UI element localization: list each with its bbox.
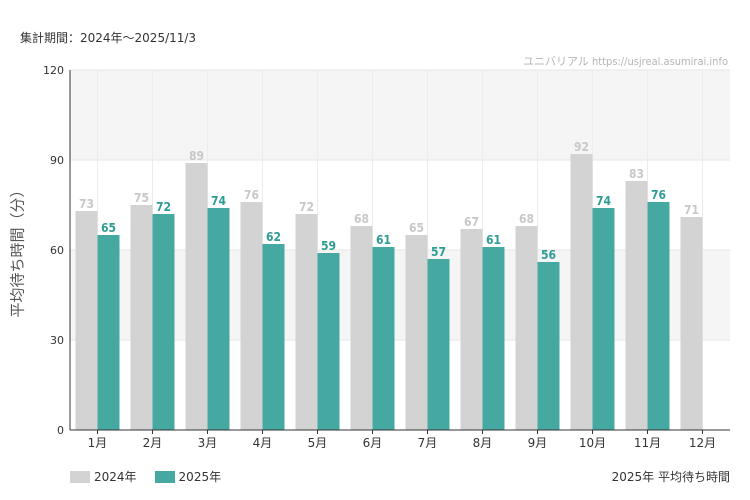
- bar-2024年-11月: [625, 181, 648, 430]
- data-label: 72: [299, 200, 314, 214]
- legend-label-2024: 2024年: [94, 470, 137, 484]
- x-tick-label: 4月: [253, 436, 273, 450]
- bar-2024年-7月: [405, 235, 428, 430]
- period-label: 集計期間：2024年〜2025/11/3: [20, 31, 197, 45]
- data-label: 83: [629, 167, 644, 181]
- data-label: 57: [431, 245, 446, 259]
- bar-2024年-12月: [680, 217, 703, 430]
- bar-2025年-9月: [537, 262, 560, 430]
- legend: 2024年 2025年: [70, 468, 239, 485]
- y-tick-label: 90: [50, 154, 64, 167]
- x-tick-label: 12月: [689, 436, 716, 450]
- bar-2025年-4月: [262, 244, 285, 430]
- bar-2025年-8月: [482, 247, 505, 430]
- data-label: 61: [376, 233, 391, 247]
- x-tick-label: 6月: [363, 436, 383, 450]
- data-label: 73: [79, 197, 94, 211]
- bar-2024年-5月: [295, 214, 318, 430]
- bar-2025年-1月: [97, 235, 120, 430]
- data-label: 67: [464, 215, 479, 229]
- data-label: 76: [651, 188, 666, 202]
- legend-swatch-2024: [70, 470, 90, 483]
- bar-2025年-7月: [427, 259, 450, 430]
- x-tick-label: 2月: [143, 436, 163, 450]
- y-tick-label: 120: [43, 64, 64, 77]
- bar-2025年-10月: [592, 208, 615, 430]
- bar-2024年-2月: [130, 205, 153, 430]
- legend-label-2025: 2025年: [178, 470, 222, 484]
- data-label: 92: [574, 140, 589, 154]
- x-tick-label: 11月: [634, 436, 661, 450]
- bar-2025年-6月: [372, 247, 395, 430]
- y-tick-label: 60: [50, 244, 64, 257]
- legend-item-2025[interactable]: 2025年: [154, 468, 222, 485]
- data-label: 74: [211, 194, 227, 208]
- x-tick-label: 7月: [418, 436, 438, 450]
- data-label: 68: [354, 212, 369, 226]
- x-tick-label: 3月: [198, 436, 218, 450]
- data-label: 59: [321, 239, 336, 253]
- bar-2025年-2月: [152, 214, 175, 430]
- data-label: 56: [541, 248, 556, 262]
- data-label: 62: [266, 230, 281, 244]
- bar-2025年-5月: [317, 253, 340, 430]
- x-tick-label: 8月: [473, 436, 493, 450]
- watermark: ユニバリアル https://usjreal.asumirai.info: [522, 55, 728, 68]
- bar-2024年-10月: [570, 154, 593, 430]
- data-label: 75: [134, 191, 149, 205]
- y-tick-label: 0: [57, 424, 64, 437]
- data-label: 76: [244, 188, 259, 202]
- data-label: 65: [101, 221, 116, 235]
- data-label: 65: [409, 221, 424, 235]
- bar-2025年-11月: [647, 202, 670, 430]
- bar-2024年-3月: [185, 163, 208, 430]
- legend-item-2024[interactable]: 2024年: [70, 468, 137, 485]
- bar-2024年-4月: [240, 202, 263, 430]
- bar-2024年-8月: [460, 229, 483, 430]
- x-tick-label: 10月: [579, 436, 606, 450]
- chart-subtitle: 2025年 平均待ち時間: [611, 470, 730, 484]
- data-label: 61: [486, 233, 501, 247]
- x-tick-label: 1月: [88, 436, 108, 450]
- data-label: 74: [596, 194, 612, 208]
- grid-band: [70, 250, 730, 340]
- legend-swatch-2025: [154, 470, 175, 483]
- bar-2025年-3月: [207, 208, 230, 430]
- bar-2024年-9月: [515, 226, 538, 430]
- data-label: 89: [189, 149, 204, 163]
- grid-band: [70, 70, 730, 160]
- data-label: 71: [684, 203, 699, 217]
- y-tick-label: 30: [50, 334, 64, 347]
- x-tick-label: 9月: [528, 436, 548, 450]
- data-label: 72: [156, 200, 171, 214]
- x-tick-label: 5月: [308, 436, 328, 450]
- bar-2024年-1月: [75, 211, 98, 430]
- data-label: 68: [519, 212, 534, 226]
- bar-2024年-6月: [350, 226, 373, 430]
